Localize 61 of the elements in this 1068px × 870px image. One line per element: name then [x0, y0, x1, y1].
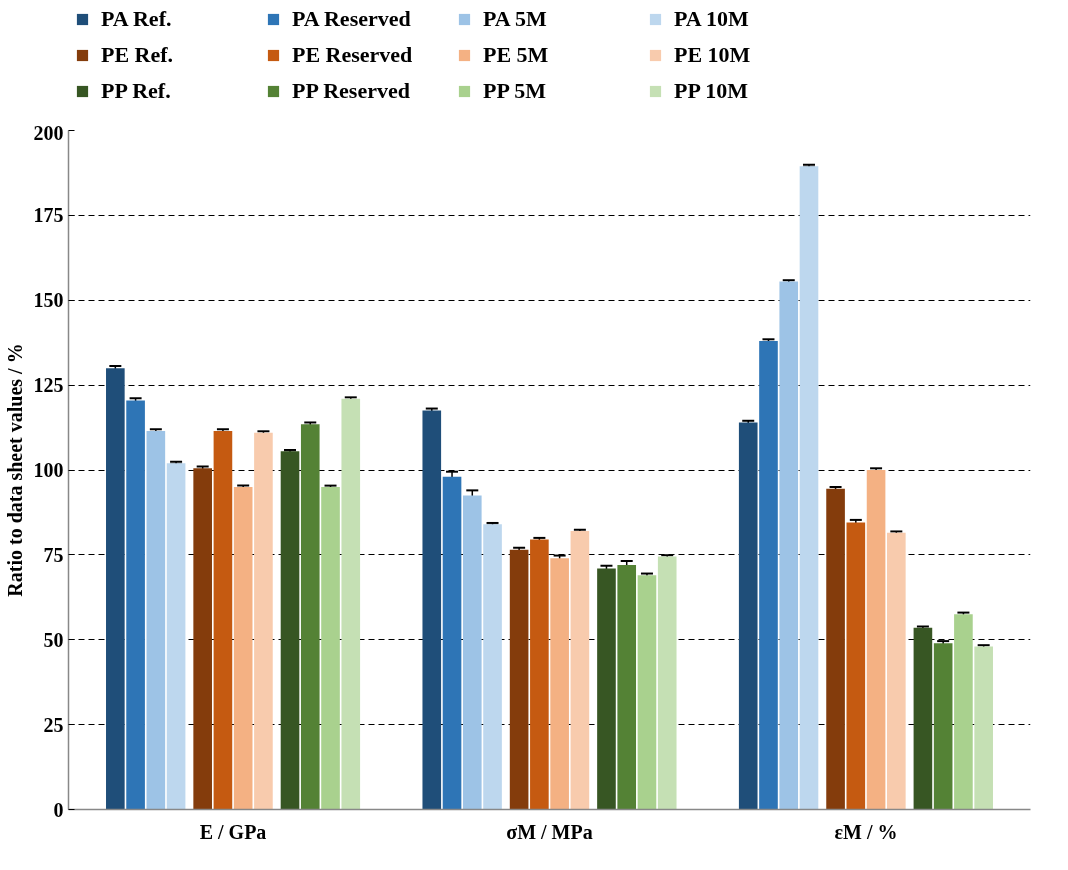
legend-label: PA Ref.	[101, 6, 173, 32]
bar	[254, 432, 273, 810]
bar	[193, 468, 212, 810]
legend-label: PP 5M	[483, 78, 547, 104]
bar	[422, 410, 442, 810]
y-axis-title: Ratio to data sheet values / %	[3, 343, 26, 597]
bar	[974, 646, 993, 810]
legend-label: PP 10M	[674, 78, 749, 104]
y-tick-label: 175	[33, 204, 64, 227]
bar	[550, 558, 569, 810]
legend-label: PE 5M	[483, 42, 550, 68]
y-tick-label: 0	[53, 798, 64, 821]
y-tick-label: 75	[43, 543, 64, 566]
bar	[933, 643, 953, 810]
bar	[530, 539, 549, 810]
bar	[462, 495, 482, 810]
x-tick-label: E / GPa	[199, 820, 267, 843]
legend-label: PA 5M	[483, 6, 548, 32]
bar	[483, 524, 502, 810]
bar	[570, 531, 590, 810]
legend-label: PA 10M	[674, 6, 750, 32]
bar	[442, 476, 462, 810]
bar	[597, 568, 616, 810]
legend-label: PE Reserved	[292, 42, 414, 68]
bar	[799, 166, 819, 810]
legend-label: PE Ref.	[101, 42, 175, 68]
x-tick-label: εM / %	[834, 820, 898, 843]
bar	[759, 340, 778, 810]
bar	[280, 451, 300, 810]
bar	[341, 398, 361, 810]
bar	[321, 486, 340, 810]
bar	[617, 565, 637, 810]
y-tick-label: 25	[43, 713, 64, 736]
y-tick-label: 100	[33, 459, 64, 481]
bar	[166, 463, 186, 810]
x-tick-label: σM / MPa	[506, 820, 593, 843]
bar	[738, 422, 758, 810]
bar	[846, 522, 866, 810]
bar	[657, 556, 677, 810]
bar	[300, 424, 320, 810]
bar	[866, 470, 886, 810]
bar	[954, 614, 973, 810]
legend-label: PA Reserved	[292, 6, 412, 32]
bar	[106, 368, 125, 810]
y-tick-label: 50	[43, 628, 64, 651]
bar	[233, 486, 253, 810]
bar	[146, 430, 166, 810]
bar	[509, 549, 529, 810]
y-tick-label: 125	[33, 374, 64, 397]
legend-label: PP Reserved	[292, 78, 411, 104]
bar	[126, 400, 145, 810]
bar	[826, 488, 845, 810]
bar	[913, 627, 933, 810]
y-tick-label: 200	[33, 121, 64, 144]
bar	[887, 532, 906, 810]
y-tick-label: 150	[33, 289, 64, 312]
bar	[213, 430, 233, 810]
legend-label: PP Ref.	[101, 78, 172, 104]
legend-label: PE 10M	[674, 42, 752, 68]
bar	[779, 281, 799, 810]
bar	[637, 575, 657, 810]
